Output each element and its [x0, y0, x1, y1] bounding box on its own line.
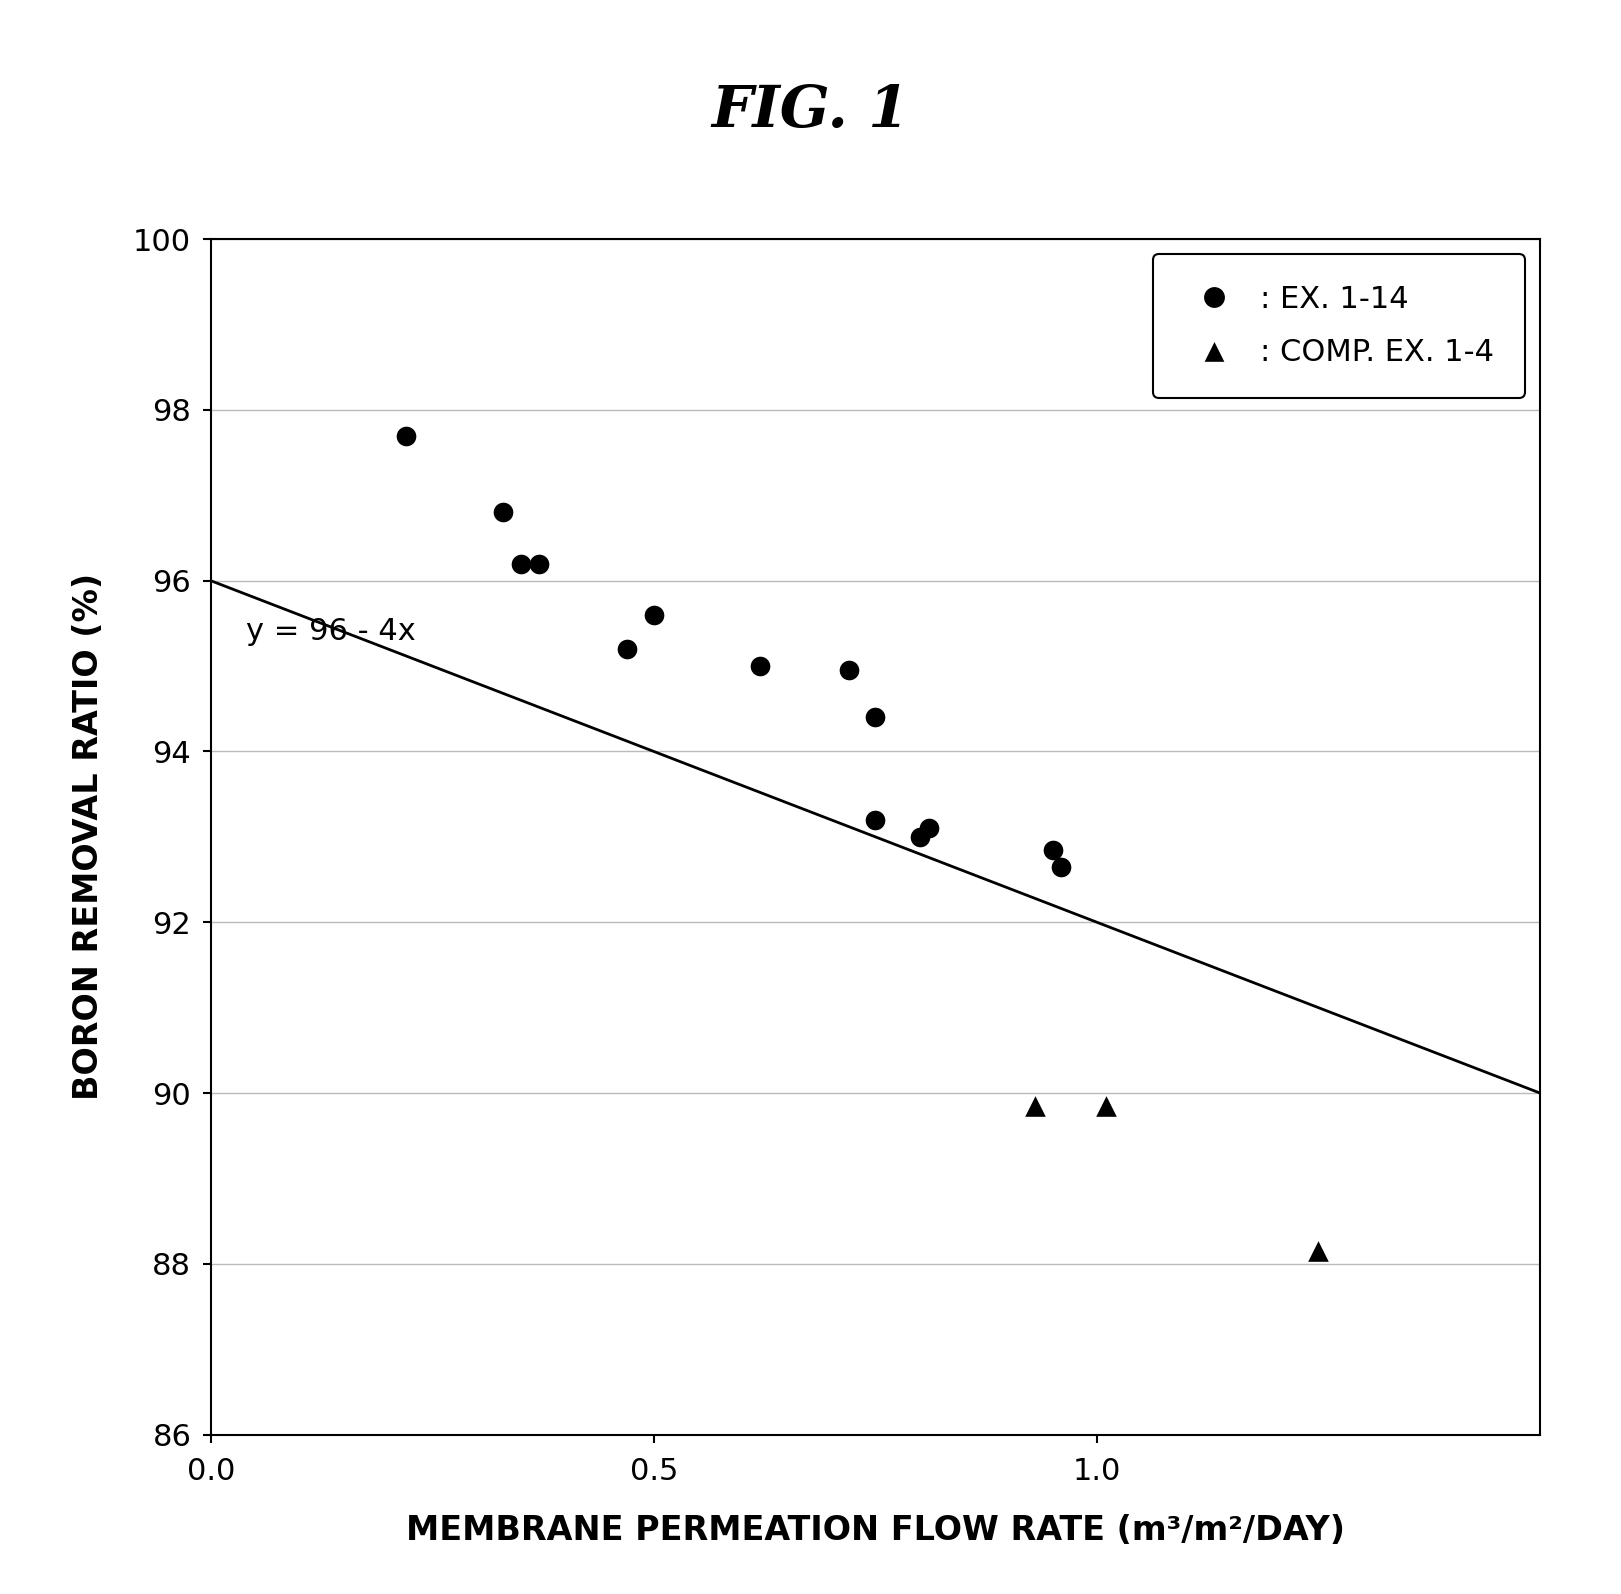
- Point: [1305, 1239, 1331, 1264]
- Point: [525, 552, 551, 577]
- Point: [490, 499, 515, 524]
- Point: [640, 603, 666, 628]
- Point: [392, 422, 418, 448]
- X-axis label: MEMBRANE PERMEATION FLOW RATE (m³/m²/DAY): MEMBRANE PERMEATION FLOW RATE (m³/m²/DAY…: [405, 1514, 1345, 1546]
- Text: FIG. 1: FIG. 1: [712, 83, 909, 140]
- Y-axis label: BORON REMOVAL RATIO (%): BORON REMOVAL RATIO (%): [73, 574, 105, 1100]
- Point: [1093, 1093, 1118, 1119]
- Point: [916, 816, 942, 842]
- Point: [1039, 837, 1065, 862]
- Point: [862, 807, 888, 832]
- Point: [747, 654, 773, 679]
- Legend: : EX. 1-14, : COMP. EX. 1-4: : EX. 1-14, : COMP. EX. 1-4: [1153, 255, 1525, 398]
- Point: [862, 705, 888, 730]
- Text: y = 96 - 4x: y = 96 - 4x: [246, 617, 417, 647]
- Point: [836, 658, 862, 684]
- Point: [1021, 1093, 1047, 1119]
- Point: [1049, 854, 1075, 880]
- Point: [507, 552, 533, 577]
- Point: [614, 636, 640, 662]
- Point: [906, 824, 932, 850]
